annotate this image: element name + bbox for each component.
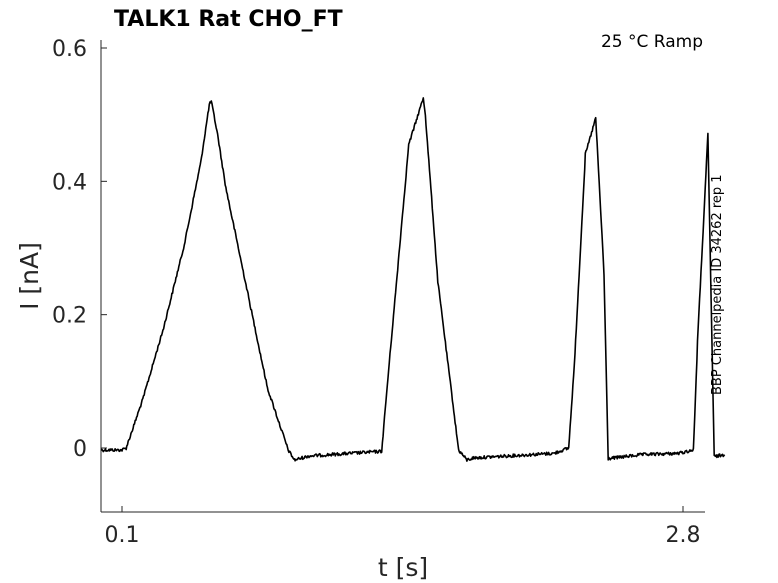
y-tick-label: 0.2 xyxy=(52,304,87,329)
side-label: BBP Channelpedia ID 34262 rep 1 xyxy=(710,174,725,395)
y-tick-label: 0.6 xyxy=(52,37,87,62)
series-group xyxy=(100,97,726,462)
x-axis-label: t [s] xyxy=(378,553,428,582)
series-line xyxy=(100,97,726,462)
chart-annotation: 25 °C Ramp xyxy=(601,32,703,52)
x-tick-label: 0.1 xyxy=(105,523,140,548)
ticks: 0 0.2 0.4 0.6 0.1 2.8 xyxy=(52,37,701,548)
y-axis-label: I [nA] xyxy=(15,242,44,310)
axes xyxy=(100,40,705,513)
y-tick-label: 0.4 xyxy=(52,170,87,195)
x-tick-label: 2.8 xyxy=(666,523,701,548)
y-tick-label: 0 xyxy=(73,437,87,462)
chart-title: TALK1 Rat CHO_FT xyxy=(114,7,343,32)
